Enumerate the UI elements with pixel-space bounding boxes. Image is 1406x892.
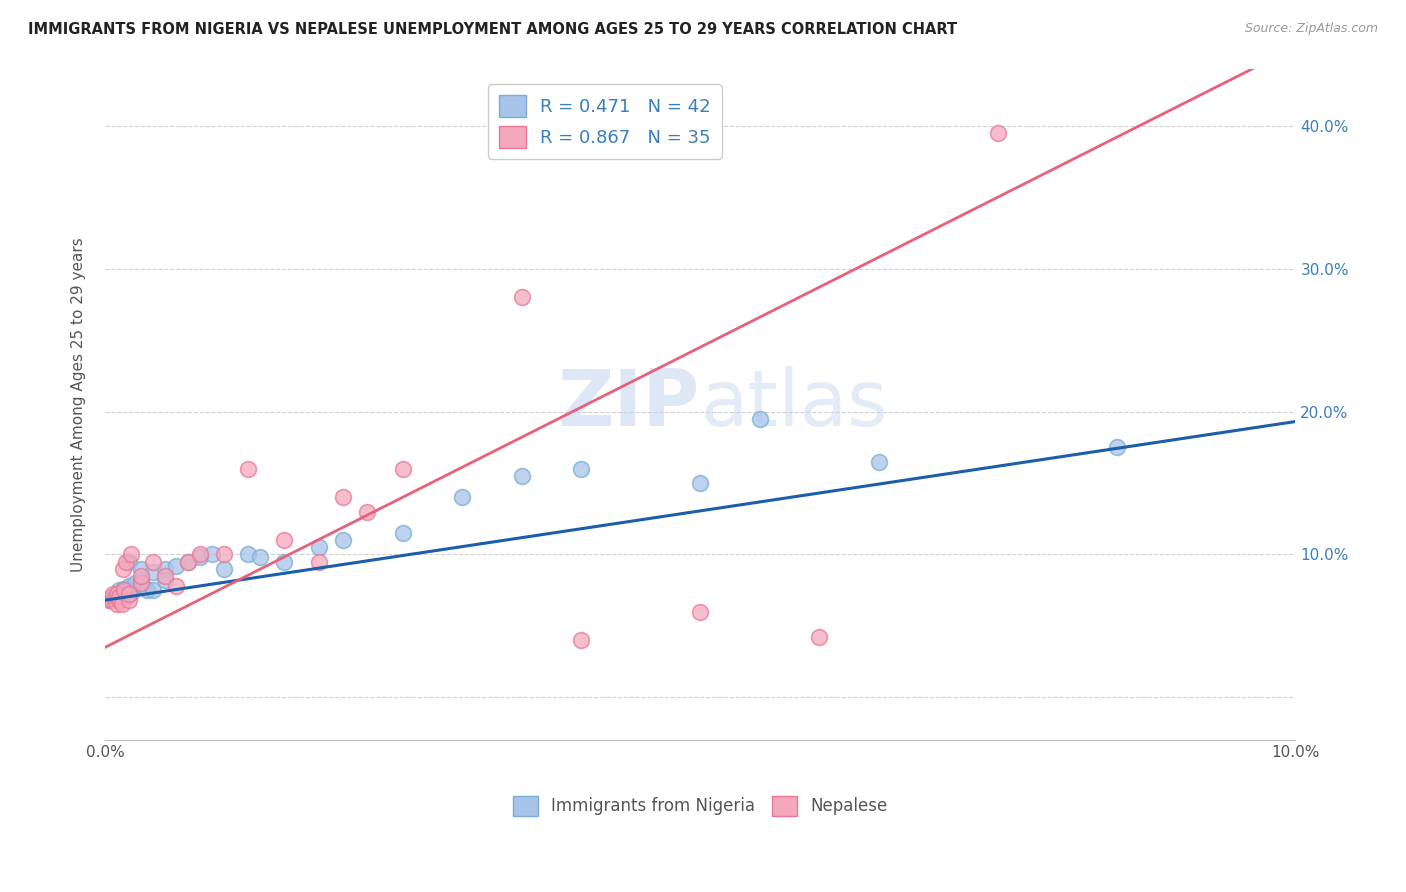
Point	[142, 565, 165, 579]
Point	[103, 591, 125, 605]
Point	[748, 411, 770, 425]
Point	[201, 548, 224, 562]
Point	[120, 586, 142, 600]
Point	[188, 550, 211, 565]
Y-axis label: Unemployment Among Ages 25 to 29 years: Unemployment Among Ages 25 to 29 years	[72, 237, 86, 572]
Point	[808, 631, 831, 645]
Point	[111, 583, 134, 598]
Point	[689, 475, 711, 490]
Point	[308, 555, 330, 569]
Point	[111, 598, 134, 612]
Point	[510, 290, 533, 304]
Point	[689, 605, 711, 619]
Legend: Immigrants from Nigeria, Nepalese: Immigrants from Nigeria, Nepalese	[506, 789, 894, 822]
Point	[105, 587, 128, 601]
Point	[236, 548, 259, 562]
Point	[188, 548, 211, 562]
Point	[129, 562, 152, 576]
Point	[142, 583, 165, 598]
Point	[129, 569, 152, 583]
Point	[451, 491, 474, 505]
Point	[111, 562, 134, 576]
Point	[97, 593, 120, 607]
Point	[132, 579, 155, 593]
Point	[153, 562, 176, 576]
Point	[868, 454, 890, 468]
Point	[124, 576, 146, 591]
Point	[987, 126, 1010, 140]
Point	[120, 548, 142, 562]
Point	[165, 579, 187, 593]
Text: Source: ZipAtlas.com: Source: ZipAtlas.com	[1244, 22, 1378, 36]
Point	[103, 591, 125, 606]
Point	[273, 533, 295, 548]
Point	[108, 591, 131, 605]
Point	[212, 562, 235, 576]
Point	[105, 598, 128, 612]
Point	[115, 591, 138, 605]
Point	[100, 591, 122, 605]
Text: atlas: atlas	[700, 367, 887, 442]
Point	[108, 583, 131, 598]
Point	[391, 461, 413, 475]
Point	[332, 491, 354, 505]
Point	[112, 583, 135, 598]
Point	[569, 633, 592, 648]
Point	[118, 593, 141, 607]
Point	[100, 593, 122, 607]
Point	[112, 582, 135, 596]
Point	[105, 591, 128, 606]
Point	[177, 555, 200, 569]
Point	[249, 550, 271, 565]
Point	[111, 586, 134, 600]
Point	[105, 587, 128, 601]
Point	[273, 555, 295, 569]
Point	[510, 468, 533, 483]
Point	[108, 593, 131, 607]
Text: ZIP: ZIP	[558, 367, 700, 442]
Point	[118, 587, 141, 601]
Point	[135, 583, 157, 598]
Point	[111, 587, 134, 601]
Point	[356, 505, 378, 519]
Point	[165, 558, 187, 573]
Point	[101, 593, 124, 607]
Point	[212, 548, 235, 562]
Point	[118, 579, 141, 593]
Point	[153, 569, 176, 583]
Point	[118, 583, 141, 598]
Point	[308, 541, 330, 555]
Point	[332, 533, 354, 548]
Point	[569, 461, 592, 475]
Point	[115, 555, 138, 569]
Point	[153, 573, 176, 587]
Point	[129, 573, 152, 587]
Point	[118, 555, 141, 569]
Point	[108, 593, 131, 607]
Text: IMMIGRANTS FROM NIGERIA VS NEPALESE UNEMPLOYMENT AMONG AGES 25 TO 29 YEARS CORRE: IMMIGRANTS FROM NIGERIA VS NEPALESE UNEM…	[28, 22, 957, 37]
Point	[391, 526, 413, 541]
Point	[142, 555, 165, 569]
Point	[103, 587, 125, 601]
Point	[1105, 440, 1128, 454]
Point	[177, 555, 200, 569]
Point	[129, 576, 152, 591]
Point	[236, 461, 259, 475]
